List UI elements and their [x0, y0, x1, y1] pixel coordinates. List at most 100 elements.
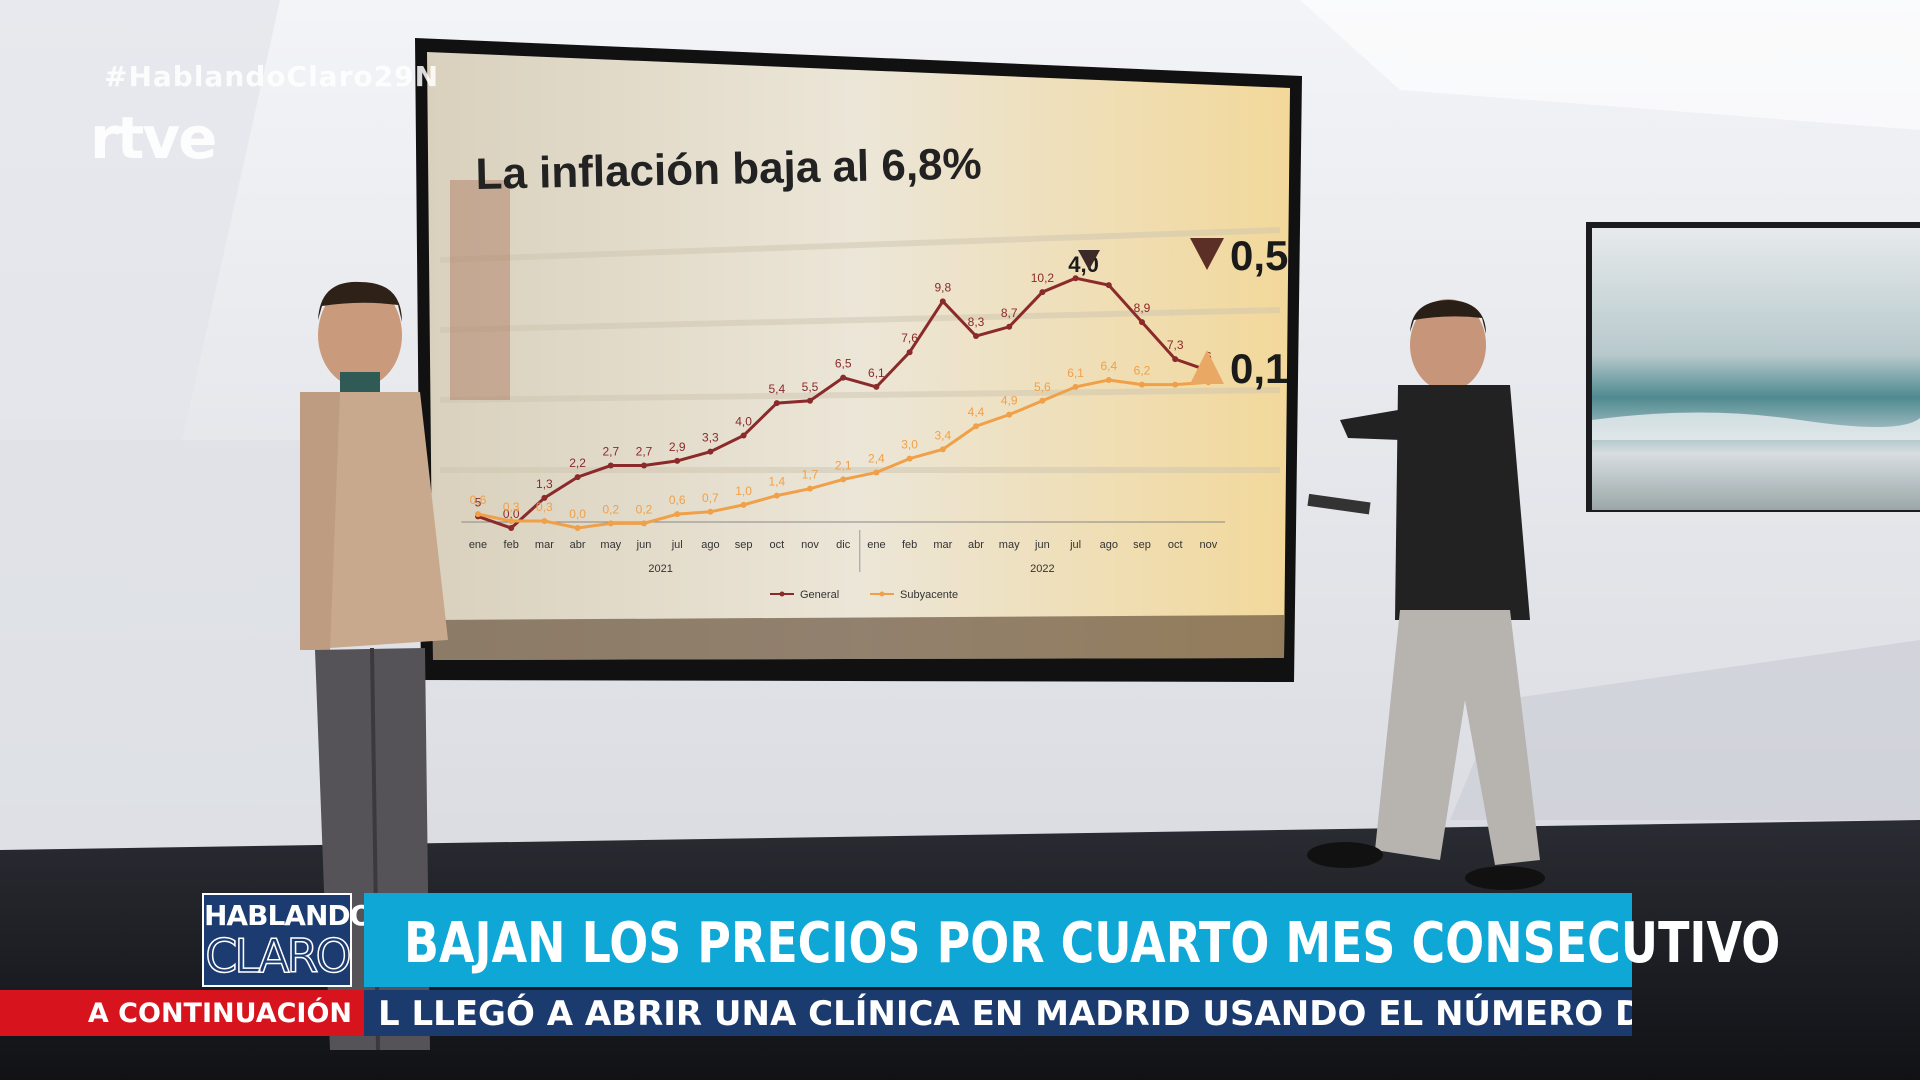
data-label: 7,3 [1167, 338, 1184, 352]
data-point [1006, 411, 1013, 418]
data-point [939, 298, 946, 305]
side-video-wall [1586, 222, 1920, 512]
data-label: 8,7 [1001, 306, 1018, 320]
x-tick-label: sep [735, 539, 753, 551]
data-point [707, 448, 714, 455]
data-point [973, 423, 979, 430]
data-label: 3,3 [702, 431, 719, 445]
data-label: 0,6 [470, 493, 487, 507]
data-point [1072, 383, 1079, 390]
x-tick-label: abr [968, 539, 984, 551]
data-point [674, 457, 681, 464]
x-tick-label: jun [1034, 539, 1050, 551]
x-tick-label: mar [535, 539, 554, 551]
data-point [773, 400, 780, 407]
legend-marker [879, 591, 885, 597]
x-tick-label: oct [1168, 539, 1183, 551]
data-point [906, 349, 913, 356]
show-logo-line2: CLARO [205, 929, 353, 983]
data-label: 2,7 [636, 445, 653, 459]
x-tick-label: feb [902, 539, 917, 551]
indicator-up-value: 0,1 [1230, 345, 1289, 392]
headline-bar: BAJAN LOS PRECIOS POR CUARTO MES CONSECU… [364, 893, 1780, 987]
x-tick-label: ene [469, 539, 487, 551]
x-tick-label: sep [1133, 539, 1151, 551]
data-point [773, 492, 780, 499]
data-point [574, 525, 581, 531]
data-label: 2,2 [569, 456, 586, 470]
data-point [574, 474, 581, 481]
data-label: 5,4 [768, 382, 785, 396]
data-point [873, 383, 880, 390]
x-tick-label: nov [801, 539, 819, 551]
show-hashtag: #HablandoClaro29N [104, 60, 440, 93]
data-label: 5,6 [1034, 380, 1051, 394]
headline-text: BAJAN LOS PRECIOS POR CUARTO MES CONSECU… [404, 911, 1781, 976]
data-label: 8,3 [968, 315, 985, 329]
presenter-right [1307, 299, 1545, 890]
data-point [1105, 376, 1112, 383]
data-point [807, 397, 813, 404]
x-tick-label: may [999, 539, 1020, 551]
data-point [508, 525, 515, 531]
data-label: 6,4 [1100, 359, 1117, 373]
data-point [1172, 356, 1179, 363]
x-tick-label: jul [1069, 539, 1081, 551]
data-point [508, 518, 515, 525]
data-point [1039, 289, 1046, 296]
data-label: 9,8 [934, 280, 951, 294]
year-label: 2021 [648, 563, 672, 575]
data-label: 0,3 [503, 500, 520, 514]
x-tick-label: ene [867, 539, 885, 551]
ticker-text: L LLEGÓ A ABRIR UNA CLÍNICA EN MADRID US… [378, 994, 1632, 1034]
next-label-text: A CONTINUACIÓN [87, 998, 352, 1029]
legend-marker [779, 591, 785, 597]
data-label: 1,7 [802, 468, 819, 482]
data-point [707, 508, 714, 515]
x-tick-label: feb [504, 539, 519, 551]
data-label: 4,4 [968, 405, 985, 419]
data-point [641, 520, 647, 527]
data-label: 4,0 [735, 414, 752, 428]
legend-label: General [800, 589, 839, 601]
show-logo-line1: HABLANDO [204, 899, 373, 932]
data-label: 8,9 [1134, 301, 1151, 315]
x-tick-label: dic [836, 539, 851, 551]
data-label: 0,0 [503, 507, 520, 521]
data-point [1006, 323, 1013, 330]
data-label: 2,7 [602, 445, 619, 459]
data-label: 0,0 [569, 507, 586, 521]
x-tick-label: jul [671, 539, 683, 551]
data-label: 3,4 [934, 428, 951, 442]
data-label: 2,4 [868, 451, 885, 465]
data-point [840, 374, 847, 381]
data-point [1039, 397, 1046, 404]
data-point [641, 462, 647, 469]
show-logo-badge: HABLANDO CLARO [202, 893, 373, 987]
data-label: 6,1 [868, 366, 885, 380]
screen-title: La inflación baja al 6,8% [475, 139, 983, 199]
data-label: 2,9 [669, 440, 686, 454]
news-ticker: L LLEGÓ A ABRIR UNA CLÍNICA EN MADRID US… [364, 990, 1632, 1036]
data-point [973, 333, 979, 340]
data-label: 10,2 [1031, 271, 1055, 285]
data-point [873, 469, 880, 476]
data-label: 6,1 [1067, 366, 1084, 380]
down-triangle-icon [1190, 238, 1224, 270]
data-label: 6,2 [1134, 364, 1151, 378]
data-point [674, 511, 681, 518]
x-tick-label: jun [636, 539, 652, 551]
data-label: 5 [475, 495, 482, 509]
data-label: 1,3 [536, 477, 553, 491]
data-label: 1,0 [735, 484, 752, 498]
main-video-screen [415, 38, 1302, 682]
data-label: 0,7 [702, 491, 719, 505]
data-point [607, 520, 614, 527]
data-label: 2,1 [835, 458, 852, 472]
data-point [607, 462, 614, 469]
data-label: 1,4 [768, 475, 785, 489]
data-label: 7,6 [901, 331, 918, 345]
year-label: 2022 [1030, 563, 1054, 575]
data-label: 0,6 [669, 493, 686, 507]
data-point [740, 501, 747, 508]
